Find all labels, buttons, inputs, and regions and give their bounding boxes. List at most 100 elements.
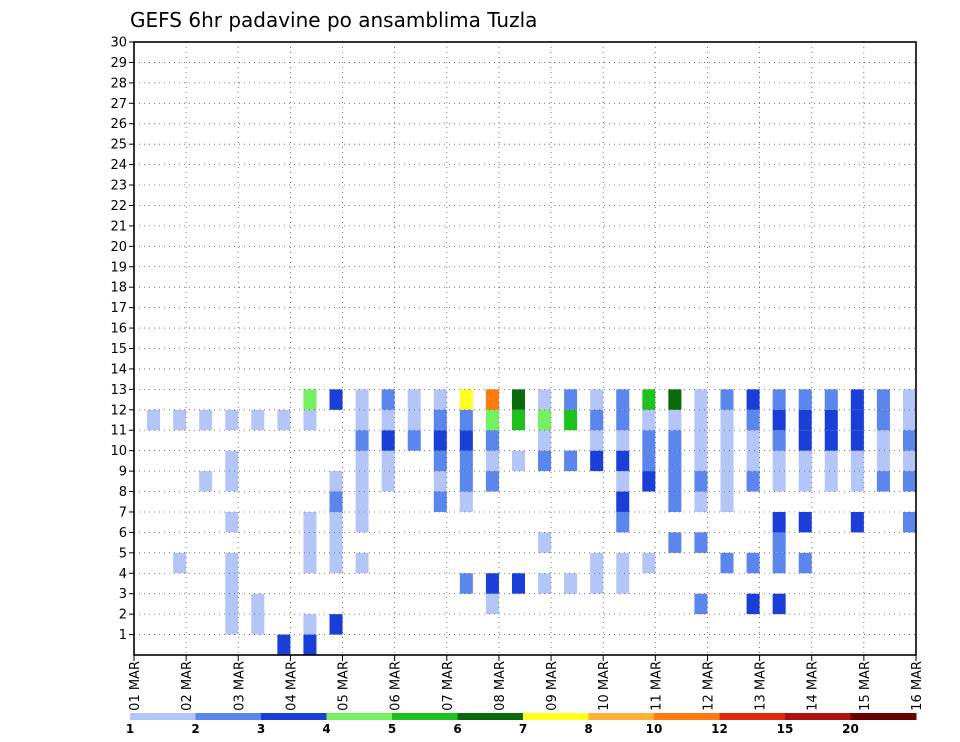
heat-cell <box>876 409 890 431</box>
heat-cell <box>850 471 864 492</box>
heat-cell <box>798 430 812 451</box>
heat-cell <box>538 389 552 410</box>
x-tick-label: 11 MAR <box>649 661 664 711</box>
colorbar: 1 2 3 4 5 6 7 8 10 12 15 20 <box>126 713 917 736</box>
heat-cell <box>720 450 734 472</box>
heat-cell <box>485 573 499 594</box>
heat-cell <box>590 552 604 574</box>
colorbar-tick-label: 12 <box>711 722 728 736</box>
y-tick-label: 27 <box>110 97 127 112</box>
heat-cell <box>485 409 499 431</box>
y-tick-label: 28 <box>110 76 127 91</box>
heat-cell <box>459 491 473 512</box>
heat-cell <box>459 430 473 451</box>
heat-cell <box>616 491 630 512</box>
x-tick-label: 03 MAR <box>232 661 247 711</box>
heat-cell <box>303 409 317 431</box>
heat-cell <box>824 471 838 492</box>
heat-cell <box>694 471 708 492</box>
heat-cell <box>329 614 343 635</box>
x-tick-label: 08 MAR <box>493 661 508 711</box>
x-tick-label: 14 MAR <box>806 661 821 711</box>
heat-cell <box>850 511 864 533</box>
heat-cell <box>668 409 682 431</box>
y-tick-label: 4 <box>119 567 127 582</box>
heat-cell <box>850 389 864 410</box>
heat-cell <box>616 573 630 594</box>
heat-cell <box>876 389 890 410</box>
heat-cell <box>668 430 682 451</box>
y-tick-label: 22 <box>110 199 127 214</box>
heat-cell <box>798 552 812 574</box>
heat-cell <box>225 593 239 615</box>
heat-cell <box>616 389 630 410</box>
heat-cell <box>564 450 578 472</box>
heat-cell <box>538 409 552 431</box>
colorbar-segment <box>785 713 851 720</box>
heat-cell <box>433 389 447 410</box>
x-tick-label: 13 MAR <box>754 661 769 711</box>
heat-cell <box>381 430 395 451</box>
heat-cell <box>511 389 525 410</box>
heat-cell <box>798 409 812 431</box>
heat-cell <box>303 511 317 533</box>
x-tick-label: 05 MAR <box>337 661 352 711</box>
y-tick-label: 3 <box>119 587 127 602</box>
heat-cell <box>459 389 473 410</box>
y-axis: 1234567891011121314151617181920212223242… <box>110 36 134 643</box>
y-tick-label: 17 <box>110 301 127 316</box>
colorbar-tick-label: 3 <box>257 722 265 736</box>
y-tick-label: 23 <box>110 179 127 194</box>
heat-cell <box>902 511 916 533</box>
heat-cell <box>668 532 682 553</box>
heat-cell <box>459 409 473 431</box>
heat-cell <box>564 573 578 594</box>
heat-cell <box>850 450 864 472</box>
heat-cell <box>824 409 838 431</box>
heat-cell <box>720 389 734 410</box>
heat-cell <box>355 491 369 512</box>
x-tick-label: 16 MAR <box>910 661 925 711</box>
heat-cell <box>876 450 890 472</box>
heat-cell <box>381 409 395 431</box>
heat-cell <box>668 471 682 492</box>
heat-cell <box>329 389 343 410</box>
heat-cell <box>199 409 213 431</box>
x-axis: 01 MAR 02 MAR 03 MAR 04 MAR 05 MAR 06 MAR 07 M… <box>128 655 925 711</box>
heat-cell <box>225 614 239 635</box>
heat-cell <box>173 409 187 431</box>
chart-title: GEFS 6hr padavine po ansamblima Tuzla <box>130 8 537 32</box>
y-tick-label: 20 <box>110 240 127 255</box>
heat-cell <box>381 389 395 410</box>
heat-cell <box>225 409 239 431</box>
x-tick-label: 06 MAR <box>389 661 404 711</box>
heat-cell <box>303 614 317 635</box>
colorbar-tick-label: 15 <box>777 722 794 736</box>
heat-cell <box>746 430 760 451</box>
heat-cell <box>590 450 604 472</box>
y-tick-label: 2 <box>119 608 127 623</box>
heat-cell <box>225 573 239 594</box>
y-tick-label: 9 <box>119 465 127 480</box>
heat-cell <box>694 409 708 431</box>
colorbar-segment <box>457 713 524 720</box>
heat-cell <box>772 471 786 492</box>
y-tick-label: 26 <box>110 117 127 132</box>
heat-cell <box>694 430 708 451</box>
heat-cell <box>485 389 499 410</box>
heat-cell <box>746 471 760 492</box>
heat-cell <box>459 450 473 472</box>
heat-cell <box>720 491 734 512</box>
colorbar-segment <box>326 713 393 720</box>
heat-cell <box>329 532 343 553</box>
heat-cell <box>407 430 421 451</box>
x-tick-label: 15 MAR <box>858 661 873 711</box>
heat-cell <box>381 450 395 472</box>
heat-cell <box>772 430 786 451</box>
y-tick-label: 24 <box>110 158 127 173</box>
heat-cell <box>147 409 161 431</box>
grid-layer <box>134 42 916 655</box>
heat-cell <box>251 614 265 635</box>
heat-cell <box>485 593 499 615</box>
